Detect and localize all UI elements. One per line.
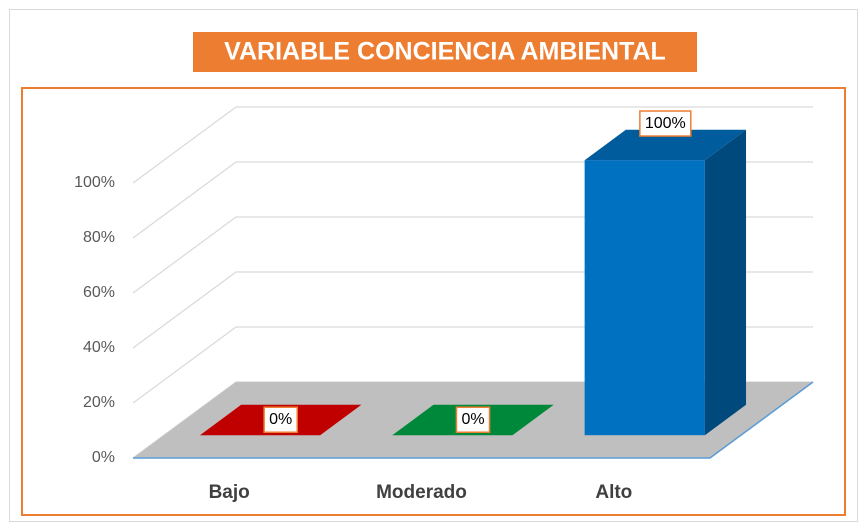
plot-frame	[21, 87, 846, 516]
value-label: 0%	[269, 411, 292, 428]
bar-front	[584, 160, 705, 436]
grid-line	[132, 106, 813, 184]
value-label: 100%	[645, 115, 686, 132]
plot-area: 0% 20% 40% 60% 80% 100% 0% Bajo 0% Moderado 100% Al…	[74, 106, 814, 503]
value-label-box	[263, 406, 298, 433]
chart-title: VARIABLE CONCIENCIA AMBIENTAL	[224, 38, 666, 66]
value-label-box	[639, 110, 692, 137]
y-tick-label: 20%	[83, 394, 115, 411]
value-label-box	[455, 406, 491, 433]
y-tick-label: 0%	[92, 449, 115, 466]
floor-edge	[133, 381, 814, 459]
bar-top	[584, 129, 747, 161]
bar-side	[704, 129, 747, 436]
y-tick-label: 60%	[83, 284, 115, 301]
x-tick-label: Bajo	[209, 482, 250, 503]
y-tick-label: 80%	[83, 229, 115, 246]
y-tick-label: 40%	[83, 339, 115, 356]
x-tick-label: Moderado	[376, 482, 467, 503]
y-tick-label: 100%	[74, 174, 115, 191]
x-tick-label: Alto	[595, 482, 632, 503]
value-label: 0%	[461, 411, 484, 428]
title-box	[193, 32, 697, 72]
